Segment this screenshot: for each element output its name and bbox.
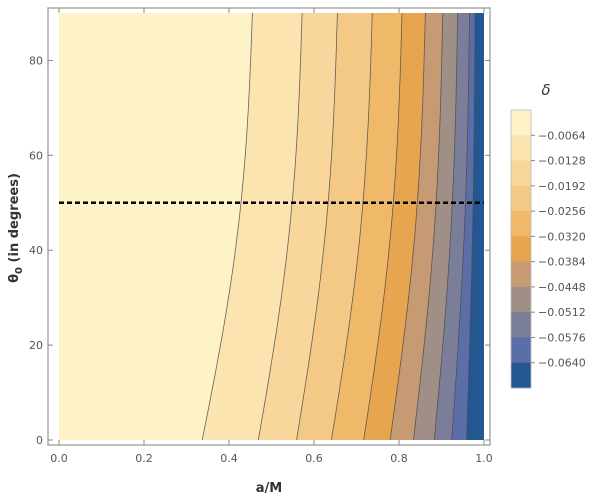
contour-line (413, 12, 444, 441)
contour-line (331, 12, 373, 441)
legend-swatch (511, 211, 531, 237)
contour-line (389, 12, 426, 441)
y-tick-label: 80 (29, 54, 43, 67)
x-tick-label: 0.8 (390, 452, 408, 465)
legend-frame (510, 109, 532, 389)
plot-frame (47, 7, 491, 446)
legend-swatch (511, 110, 531, 136)
y-tick-label: 0 (36, 434, 43, 447)
legend-label: −0.0448 (538, 281, 586, 294)
legend-swatch (511, 261, 531, 288)
legend-swatch (511, 160, 531, 187)
x-tick-label: 0.0 (50, 452, 68, 465)
legend-swatch (511, 362, 531, 389)
legend-label: −0.0192 (538, 180, 586, 193)
legend-swatch (511, 337, 531, 364)
legend-swatch (511, 286, 531, 313)
x-axis-title: a/M (256, 481, 282, 496)
contour-line (201, 12, 253, 441)
legend: −0.0064 −0.0128 −0.0192 −0.0256 −0.0320 −0.03… (510, 109, 586, 389)
plot-area (49, 9, 489, 444)
y-tick-label: 20 (29, 339, 43, 352)
y-axis-title-symbol: θ (7, 274, 22, 283)
legend-swatch (511, 135, 531, 162)
x-tick-label: 1.0 (475, 452, 493, 465)
legend-label: −0.0128 (538, 155, 586, 168)
legend-title: δ (541, 81, 550, 99)
contour-line (451, 12, 470, 441)
contour-line (363, 12, 403, 441)
y-tick-label: 40 (29, 244, 43, 257)
legend-label: −0.0384 (538, 256, 586, 269)
contour-line (433, 12, 458, 441)
legend-swatch (511, 185, 531, 212)
legend-label: −0.0512 (538, 306, 586, 319)
legend-swatch (511, 312, 531, 338)
contour-line (257, 12, 303, 441)
legend-label: −0.0576 (538, 331, 586, 344)
x-tick-label: 0.6 (305, 452, 323, 465)
contour-line (296, 12, 338, 441)
x-tick-label: 0.2 (135, 452, 153, 465)
legend-label: −0.0256 (538, 205, 586, 218)
contour-band (466, 13, 484, 440)
y-axis-title-subscript: 0 (14, 267, 25, 274)
legend-label: −0.0064 (538, 129, 586, 142)
y-axis-title: θ0 (in degrees) (7, 173, 25, 283)
axis-ticks: 0.0 0.2 0.4 0.6 0.8 1.0 0 20 40 60 80 (29, 8, 493, 465)
x-tick-label: 0.4 (220, 452, 238, 465)
legend-label: −0.0320 (538, 230, 586, 243)
contour-line (466, 12, 476, 441)
y-tick-label: 60 (29, 149, 43, 162)
y-axis-title-rest: (in degrees) (7, 173, 22, 267)
legend-swatch (511, 236, 531, 263)
legend-label: −0.0640 (538, 357, 586, 370)
